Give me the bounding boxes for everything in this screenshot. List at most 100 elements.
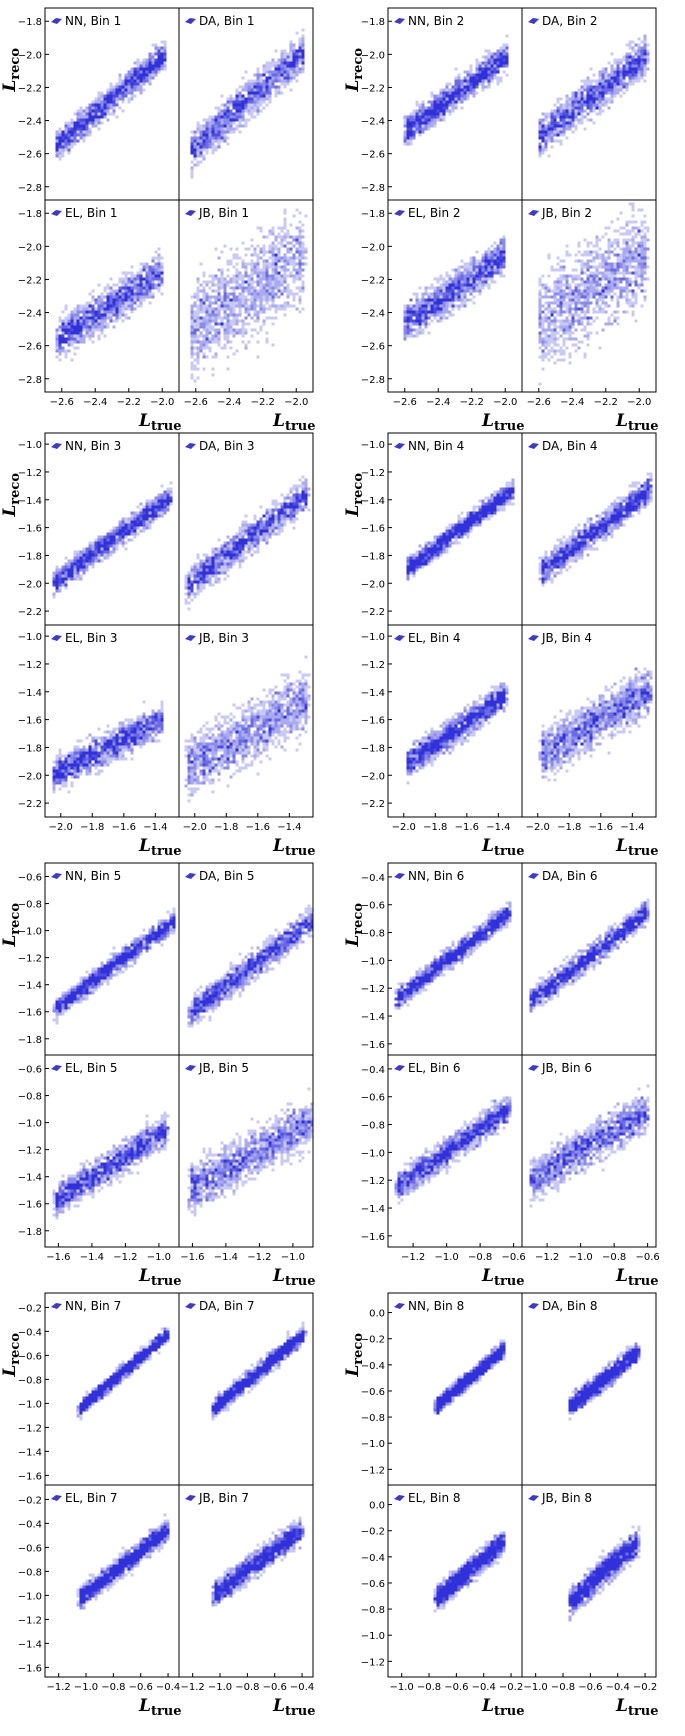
data-point bbox=[94, 319, 98, 323]
data-point bbox=[82, 322, 86, 326]
data-point bbox=[199, 571, 203, 575]
data-point bbox=[214, 124, 218, 128]
data-point bbox=[586, 250, 590, 254]
data-point bbox=[217, 256, 221, 260]
data-point bbox=[259, 307, 263, 311]
data-point bbox=[430, 286, 434, 290]
data-point bbox=[94, 124, 98, 128]
data-point bbox=[289, 511, 293, 515]
data-point bbox=[64, 130, 68, 134]
data-point bbox=[136, 289, 140, 293]
data-point bbox=[406, 136, 410, 140]
data-point bbox=[568, 112, 572, 116]
data-point bbox=[418, 313, 422, 317]
data-point bbox=[214, 289, 218, 293]
data-point bbox=[640, 262, 644, 266]
data-point bbox=[460, 88, 464, 92]
data-point bbox=[250, 79, 254, 83]
data-point bbox=[277, 520, 281, 524]
data-point bbox=[97, 547, 101, 551]
data-point bbox=[295, 52, 299, 56]
data-point bbox=[163, 508, 167, 512]
data-point bbox=[625, 256, 629, 260]
data-point bbox=[157, 49, 161, 53]
data-point bbox=[286, 67, 290, 71]
data-point bbox=[454, 82, 458, 86]
data-point bbox=[151, 283, 155, 287]
data-point bbox=[79, 124, 83, 128]
data-point bbox=[154, 517, 158, 521]
data-point bbox=[64, 586, 68, 590]
data-point bbox=[454, 295, 458, 299]
data-point bbox=[262, 100, 266, 104]
data-point bbox=[646, 247, 650, 251]
data-point bbox=[64, 562, 68, 566]
data-point bbox=[241, 97, 245, 101]
data-point bbox=[445, 106, 449, 110]
data-point bbox=[256, 226, 260, 230]
data-point bbox=[562, 304, 566, 308]
data-point bbox=[115, 301, 119, 305]
data-point bbox=[148, 55, 152, 59]
data-point bbox=[115, 298, 119, 302]
data-point bbox=[76, 346, 80, 350]
data-point bbox=[241, 109, 245, 113]
data-point bbox=[157, 280, 161, 284]
data-point bbox=[415, 331, 419, 335]
data-point bbox=[58, 346, 62, 350]
data-point bbox=[556, 109, 560, 113]
data-point bbox=[205, 580, 209, 584]
data-point bbox=[481, 67, 485, 71]
data-point bbox=[274, 265, 278, 269]
data-point bbox=[589, 289, 593, 293]
data-point bbox=[259, 88, 263, 92]
data-point bbox=[103, 301, 107, 305]
data-point bbox=[211, 280, 215, 284]
data-point bbox=[223, 289, 227, 293]
data-point bbox=[571, 112, 575, 116]
data-point bbox=[226, 544, 230, 548]
data-point bbox=[118, 286, 122, 290]
data-point bbox=[277, 529, 281, 533]
data-point bbox=[463, 97, 467, 101]
data-point bbox=[277, 517, 281, 521]
data-point bbox=[226, 568, 230, 572]
data-point bbox=[295, 238, 299, 242]
data-point bbox=[232, 118, 236, 122]
y-axis-label-main: L bbox=[0, 80, 20, 93]
data-point bbox=[616, 316, 620, 320]
data-point bbox=[58, 349, 62, 353]
data-point bbox=[466, 70, 470, 74]
data-point bbox=[538, 121, 542, 125]
data-point bbox=[307, 493, 311, 497]
data-point bbox=[646, 265, 650, 269]
data-point bbox=[112, 100, 116, 104]
data-point bbox=[157, 259, 161, 263]
data-point bbox=[499, 52, 503, 56]
data-point bbox=[640, 61, 644, 65]
data-point bbox=[88, 115, 92, 119]
data-point bbox=[97, 316, 101, 320]
data-point bbox=[250, 292, 254, 296]
data-point bbox=[202, 565, 206, 569]
data-point bbox=[262, 538, 266, 542]
data-point bbox=[631, 301, 635, 305]
data-point bbox=[250, 301, 254, 305]
data-point bbox=[298, 310, 302, 314]
data-point bbox=[67, 349, 71, 353]
data-point bbox=[136, 286, 140, 290]
data-point bbox=[301, 52, 305, 56]
data-point bbox=[190, 142, 194, 146]
data-point bbox=[226, 565, 230, 569]
data-point bbox=[460, 97, 464, 101]
data-point bbox=[562, 325, 566, 329]
data-point bbox=[478, 274, 482, 278]
data-point bbox=[559, 289, 563, 293]
data-point bbox=[160, 505, 164, 509]
data-point bbox=[133, 274, 137, 278]
data-point bbox=[133, 511, 137, 515]
data-point bbox=[256, 529, 260, 533]
data-point bbox=[583, 286, 587, 290]
data-point bbox=[265, 307, 269, 311]
data-point bbox=[475, 58, 479, 62]
